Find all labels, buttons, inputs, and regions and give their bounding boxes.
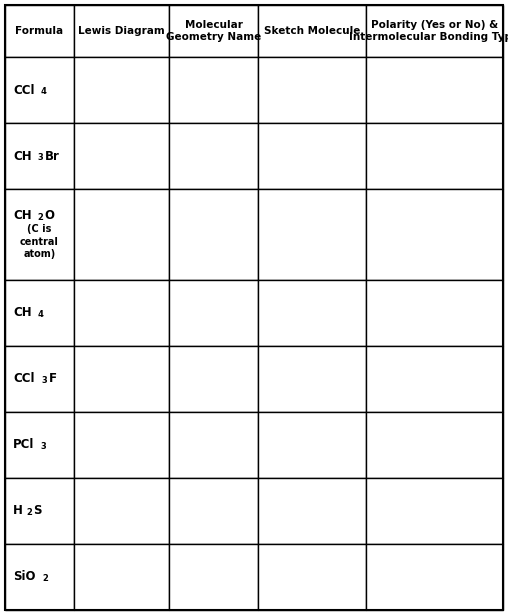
Bar [258,346,366,412]
Text: 2: 2 [42,574,48,583]
Bar [169,478,258,544]
Text: CCl: CCl [13,84,35,97]
Text: 4: 4 [37,310,43,319]
Bar [366,478,503,544]
Bar [366,346,503,412]
Bar [5,189,74,280]
Text: Sketch Molecule: Sketch Molecule [264,26,360,36]
Bar [5,57,74,123]
Bar [5,5,74,57]
Bar [74,123,169,189]
Bar [74,346,169,412]
Text: Lewis Diagram: Lewis Diagram [78,26,165,36]
Bar [258,544,366,610]
Bar [258,5,366,57]
Text: Br: Br [45,149,59,163]
Bar [5,412,74,478]
Bar [258,189,366,280]
Bar [5,478,74,544]
Bar [5,346,74,412]
Bar [366,412,503,478]
Bar [74,412,169,478]
Text: SiO: SiO [13,571,36,584]
Text: F: F [48,373,56,386]
Bar [5,544,74,610]
Bar [169,57,258,123]
Bar [258,280,366,346]
Bar [74,280,169,346]
Text: PCl: PCl [13,438,35,451]
Text: 3: 3 [41,442,47,451]
Bar [366,123,503,189]
Text: 3: 3 [37,153,43,162]
Bar [74,189,169,280]
Bar [366,57,503,123]
Text: (C is: (C is [27,224,51,234]
Bar [5,280,74,346]
Bar [5,123,74,189]
Text: 4: 4 [41,87,47,97]
Bar [258,478,366,544]
Bar [74,544,169,610]
Text: S: S [34,504,42,517]
Bar [169,412,258,478]
Bar [366,5,503,57]
Text: Polarity (Yes or No) &
Intermolecular Bonding Type: Polarity (Yes or No) & Intermolecular Bo… [349,20,508,42]
Text: central: central [20,237,59,247]
Bar [258,123,366,189]
Text: 3: 3 [41,376,47,385]
Text: 2: 2 [26,508,32,517]
Bar [366,189,503,280]
Text: CH: CH [13,149,32,163]
Text: 2: 2 [37,213,43,222]
Text: CH: CH [13,306,32,319]
Bar [258,412,366,478]
Bar [169,544,258,610]
Bar [258,57,366,123]
Text: O: O [45,209,55,222]
Text: CH: CH [13,209,32,222]
Bar [169,346,258,412]
Bar [169,189,258,280]
Bar [74,478,169,544]
Bar [169,123,258,189]
Text: atom): atom) [23,249,55,259]
Bar [74,57,169,123]
Text: Formula: Formula [15,26,64,36]
Bar [366,280,503,346]
Bar [169,5,258,57]
Text: Molecular
Geometry Name: Molecular Geometry Name [166,20,261,42]
Text: CCl: CCl [13,373,35,386]
Bar [366,544,503,610]
Bar [74,5,169,57]
Text: H: H [13,504,23,517]
Bar [169,280,258,346]
